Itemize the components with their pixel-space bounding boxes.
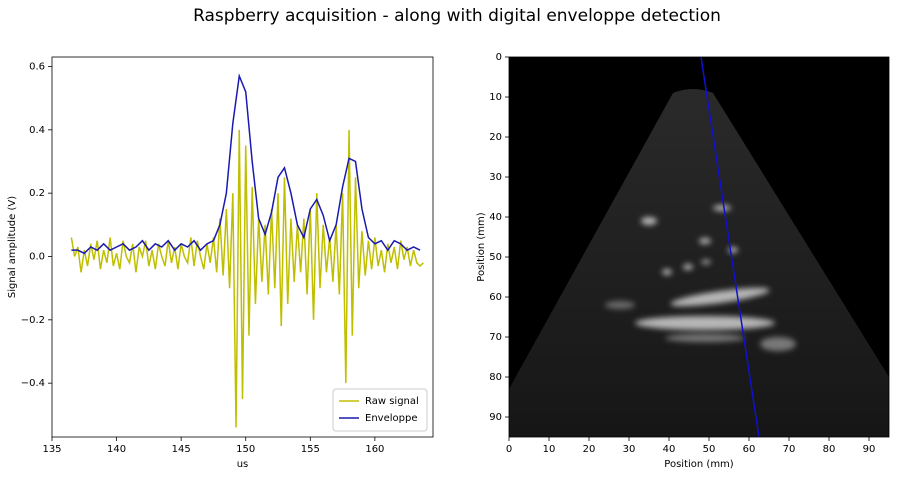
y-axis-label: Position (mm)	[476, 212, 487, 281]
y-tick-label: 20	[489, 132, 502, 143]
x-tick-label: 140	[107, 444, 126, 455]
x-tick-label: 40	[663, 444, 676, 455]
x-axis-label: Position (mm)	[664, 459, 733, 470]
x-tick-label: 155	[301, 444, 320, 455]
x-axis-label: us	[237, 459, 249, 470]
signal-line	[70, 129, 424, 428]
y-tick-label: 50	[489, 252, 502, 263]
x-tick-label: 10	[543, 444, 556, 455]
x-tick-label: 80	[823, 444, 836, 455]
y-tick-label: 80	[489, 372, 502, 383]
axes-frame	[508, 56, 890, 438]
x-tick-label: 70	[783, 444, 796, 455]
ultrasound-image	[509, 57, 889, 437]
y-tick-label: 90	[489, 412, 502, 423]
x-tick-label: 20	[583, 444, 596, 455]
y-tick-label: 30	[489, 172, 502, 183]
y-tick-label: 70	[489, 332, 502, 343]
y-tick-label: 0.6	[29, 62, 45, 73]
x-tick-label: 60	[743, 444, 756, 455]
x-tick-label: 90	[863, 444, 876, 455]
figure-title: Raspberry acquisition - along with digit…	[193, 6, 721, 26]
y-tick-label: −0.4	[21, 378, 45, 389]
x-tick-label: 30	[623, 444, 636, 455]
x-tick-label: 160	[365, 444, 384, 455]
y-tick-label: 0	[496, 52, 502, 63]
x-tick-label: 135	[42, 444, 61, 455]
y-tick-label: 40	[489, 212, 502, 223]
x-tick-label: 150	[236, 444, 255, 455]
signal-line	[71, 73, 421, 255]
legend-label: Raw signal	[365, 396, 419, 407]
x-tick-label: 145	[172, 444, 191, 455]
y-tick-label: 60	[489, 292, 502, 303]
scan-line	[700, 57, 760, 437]
x-tick-label: 50	[703, 444, 716, 455]
y-tick-label: −0.2	[21, 315, 45, 326]
y-tick-label: 0.4	[29, 125, 45, 136]
x-tick-label: 0	[506, 444, 512, 455]
y-tick-label: 0.2	[29, 188, 45, 199]
axes-frame	[51, 56, 434, 438]
y-tick-label: 10	[489, 92, 502, 103]
legend-box	[332, 388, 428, 432]
y-axis-label: Signal amplitude (V)	[7, 196, 18, 298]
y-tick-label: 0.0	[29, 252, 45, 263]
legend-label: Enveloppe	[365, 413, 417, 424]
